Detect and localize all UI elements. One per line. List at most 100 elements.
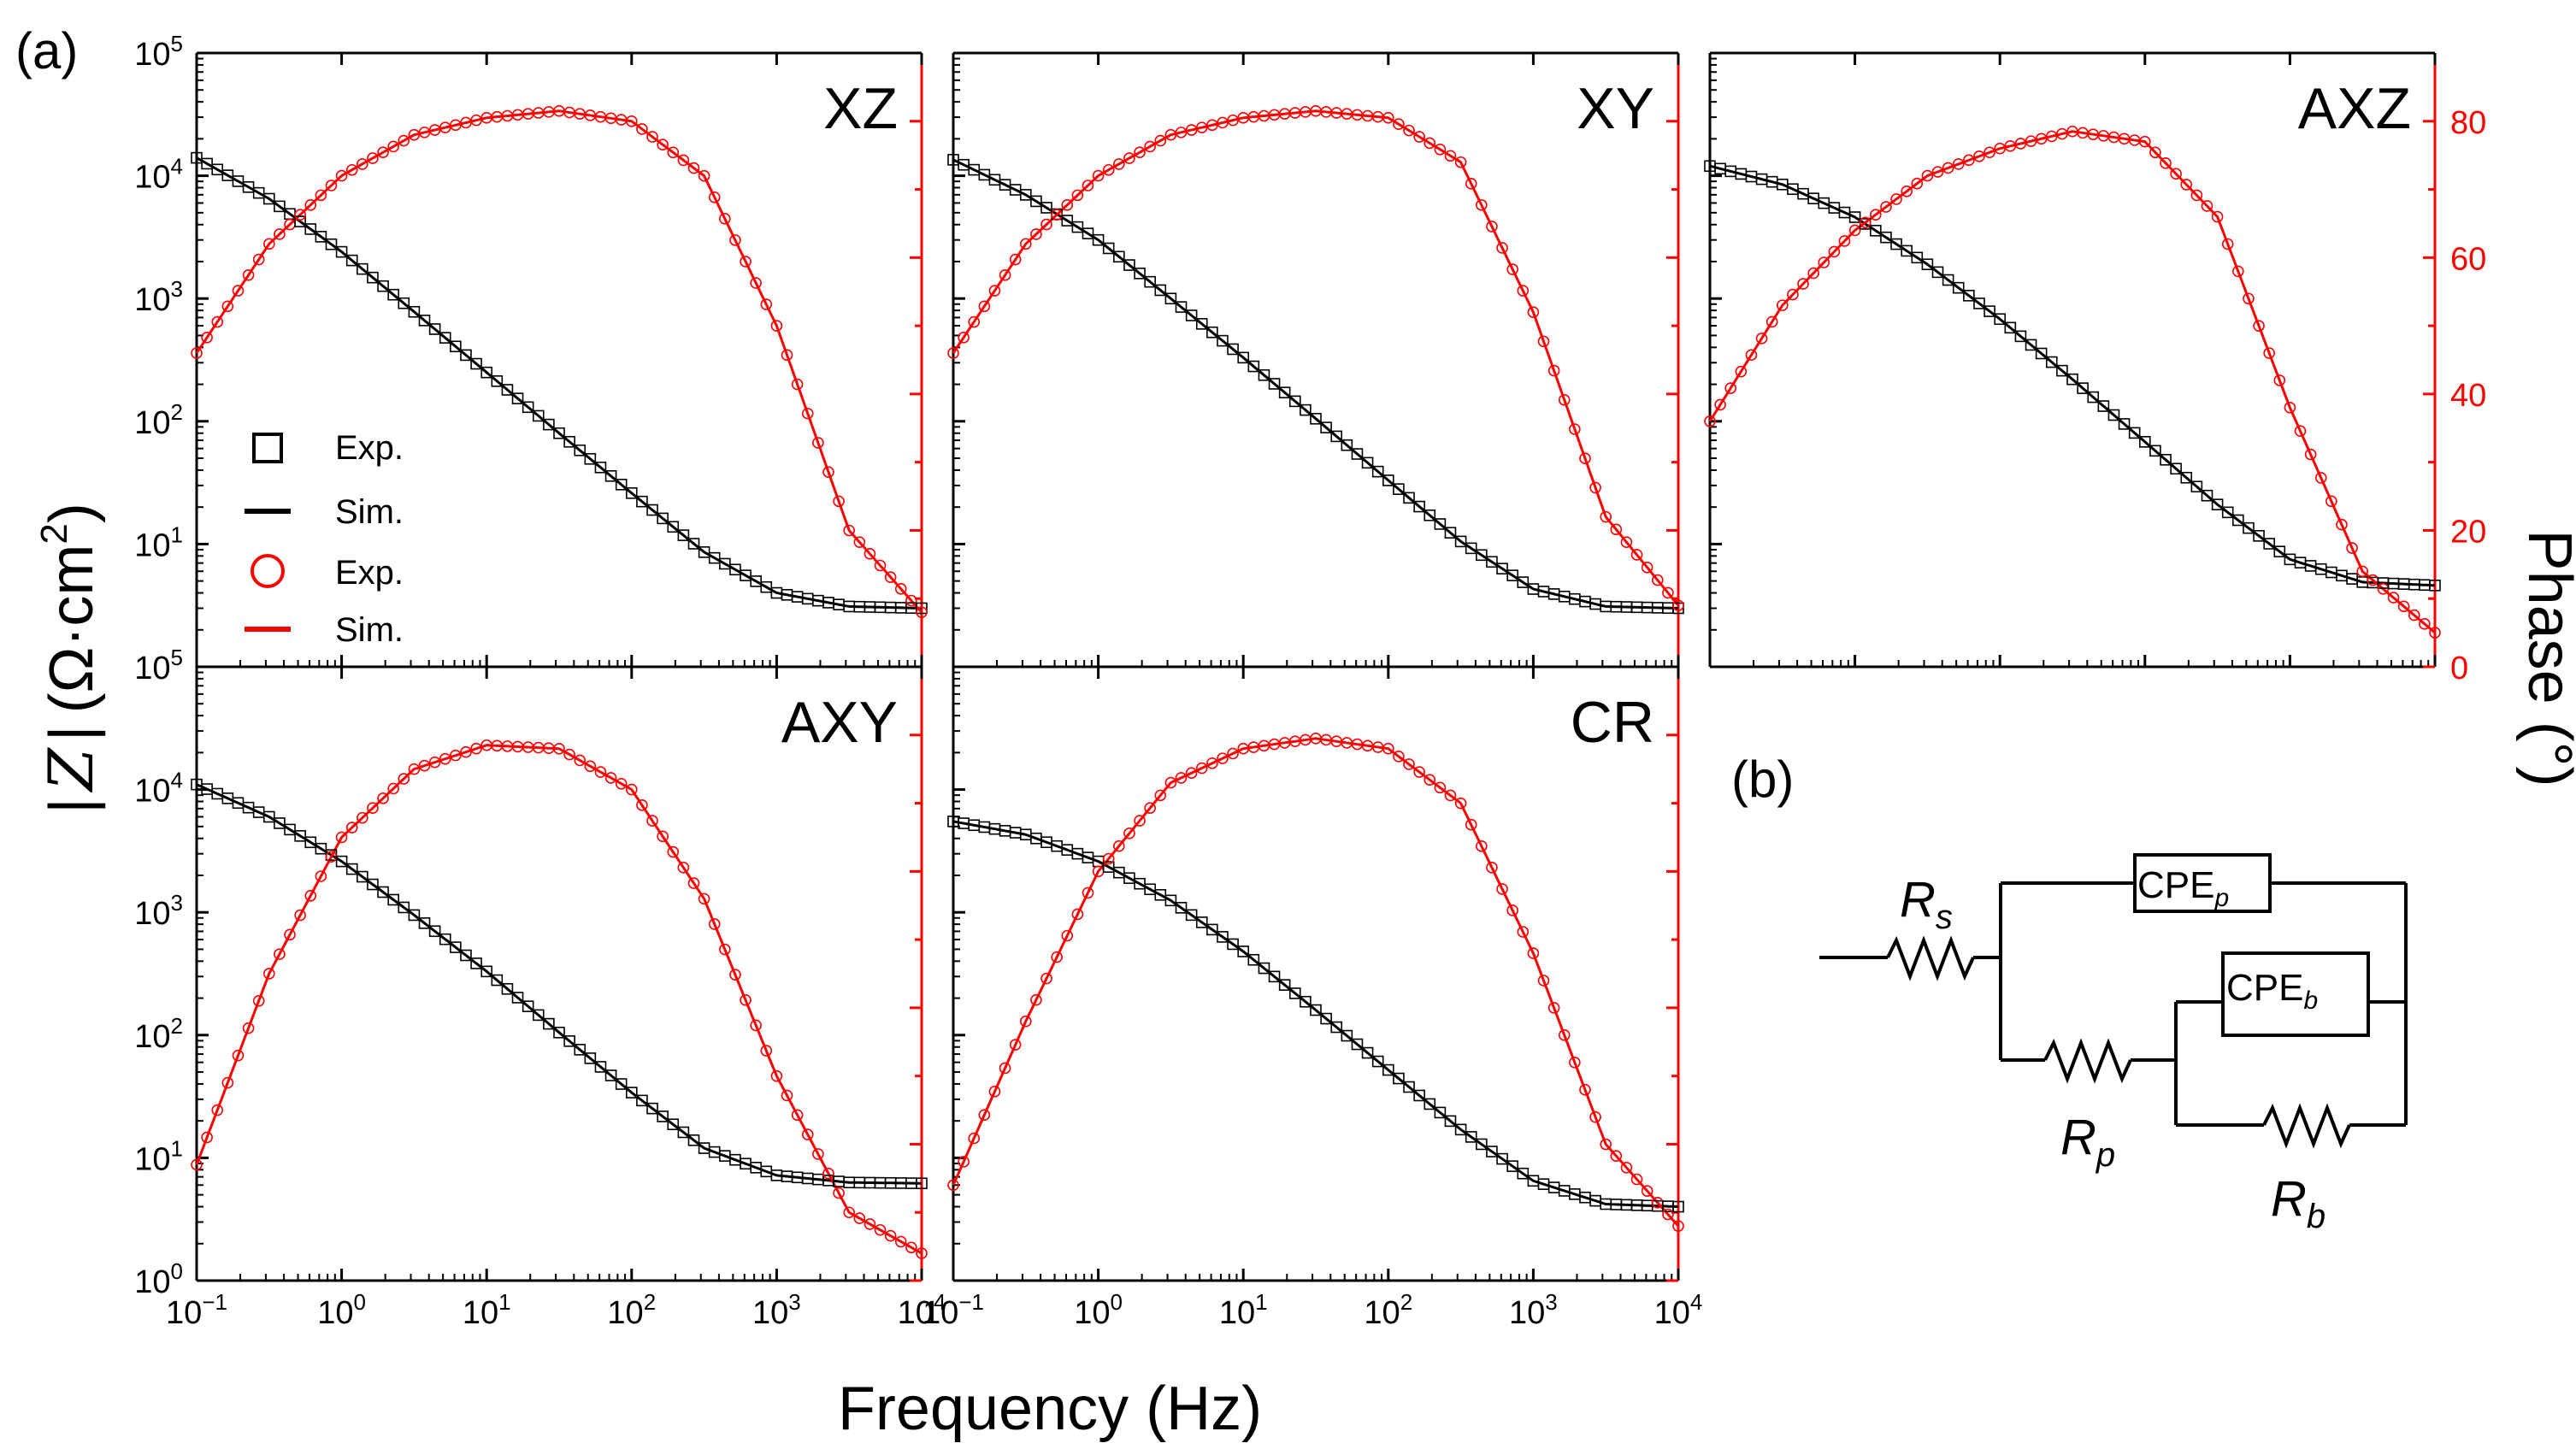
impedance-exp-point: [284, 823, 296, 836]
panel-title-xy: XY: [1577, 76, 1654, 141]
panel-title-axz: AXZ: [2298, 76, 2411, 141]
impedance-exp-point: [1320, 421, 1332, 433]
phase-exp-point: [988, 285, 1001, 297]
phase-exp-point: [1547, 364, 1560, 377]
impedance-exp-point: [2170, 462, 2182, 475]
impedance-exp-point: [191, 151, 203, 164]
impedance-exp-point: [2190, 480, 2203, 493]
impedance-exp-point: [242, 181, 255, 193]
impedance-exp-point: [1994, 313, 2006, 326]
impedance-exp-point: [1071, 221, 1084, 233]
impedance-exp-point: [594, 1061, 607, 1073]
impedance-exp-point: [1227, 938, 1239, 951]
impedance-exp-point: [1454, 535, 1467, 548]
phase-exp-point: [1848, 224, 1861, 237]
impedance-exp-point: [1434, 1106, 1447, 1119]
phase-exp-point: [574, 754, 587, 767]
impedance-exp-point: [584, 1052, 597, 1064]
impedance-exp-point: [1268, 970, 1281, 983]
x-tick-label: 102: [607, 1289, 656, 1331]
impedance-exp-point: [274, 200, 286, 213]
impedance-exp-point: [1082, 227, 1094, 239]
impedance-exp-point: [615, 1078, 628, 1090]
phase-exp-point: [1465, 818, 1477, 831]
chart-panel-xy: XY: [947, 51, 1684, 669]
impedance-exp-point: [1361, 1046, 1374, 1059]
impedance-sim-line: [196, 156, 923, 610]
phase-exp-point: [1931, 166, 1944, 178]
legend-label-exp-impedance: Exp.: [335, 429, 404, 467]
phase-exp-point: [646, 815, 658, 827]
phase-exp-point: [377, 146, 389, 159]
phase-exp-point: [262, 968, 275, 980]
y-left-axis-label: | Z | (Ω·cm2): [33, 503, 107, 814]
impedance-exp-point: [2180, 471, 2193, 484]
impedance-exp-point: [367, 271, 379, 284]
impedance-exp-point: [750, 575, 762, 587]
impedance-exp-point: [574, 1044, 587, 1056]
phase-exp-point: [905, 594, 917, 607]
phase-exp-point: [657, 830, 669, 843]
impedance-exp-point: [501, 982, 514, 995]
phase-exp-point: [2190, 189, 2203, 202]
phase-exp-point: [1071, 189, 1084, 202]
phase-exp-point: [252, 994, 265, 1007]
impedance-exp-point: [2232, 514, 2244, 527]
phase-exp-point: [698, 892, 710, 905]
impedance-exp-point: [262, 192, 275, 205]
impedance-exp-point: [636, 495, 648, 508]
phase-exp-point: [958, 331, 970, 344]
impedance-exp-point: [1247, 360, 1260, 373]
phase-exp-point: [864, 548, 876, 560]
impedance-exp-point: [2149, 445, 2161, 457]
impedance-exp-point: [1061, 215, 1074, 227]
phase-exp-point: [563, 748, 575, 761]
phase-exp-point: [367, 152, 379, 164]
phase-exp-point: [1102, 852, 1115, 865]
phase-exp-point: [1102, 163, 1115, 176]
legend-circle-marker: [251, 554, 285, 588]
y-left-tick-label: 102: [134, 399, 183, 441]
phase-exp-point: [1413, 766, 1425, 778]
phase-exp-point: [201, 331, 213, 344]
x-tick-label: 10−1: [923, 1289, 984, 1331]
phase-exp-point: [408, 763, 421, 775]
impedance-exp-point: [1963, 290, 1975, 302]
impedance-exp-point: [1320, 1012, 1332, 1025]
impedance-exp-point: [1164, 894, 1177, 907]
x-tick-label: 104: [898, 1289, 946, 1331]
impedance-exp-point: [1486, 1146, 1498, 1158]
phase-exp-point: [657, 138, 669, 150]
phase-exp-point: [1735, 365, 1748, 378]
impedance-exp-point: [677, 529, 690, 541]
impedance-exp-point: [2097, 400, 2110, 412]
phase-tick-label: 0: [2450, 651, 2468, 686]
impedance-exp-point: [522, 401, 534, 414]
phase-exp-point: [1890, 193, 1902, 205]
impedance-exp-point: [1134, 268, 1146, 280]
phase-exp-point: [221, 300, 234, 313]
legend: Exp. Sim. Exp. Sim.: [245, 429, 404, 649]
phase-exp-point: [750, 277, 762, 289]
impedance-exp-point: [1901, 244, 1913, 257]
phase-exp-point: [1134, 815, 1146, 827]
phase-exp-point: [874, 559, 887, 572]
phase-tick-label: 60: [2450, 241, 2486, 277]
impedance-exp-point: [1931, 266, 1944, 279]
impedance-exp-point: [418, 917, 431, 929]
phase-exp-point: [1434, 781, 1447, 794]
phase-exp-point: [1123, 828, 1135, 839]
impedance-exp-point: [532, 409, 545, 422]
impedance-exp-point: [563, 435, 575, 448]
impedance-exp-point: [335, 855, 348, 868]
impedance-exp-point: [2004, 321, 2017, 334]
phase-exp-point: [304, 889, 317, 902]
phase-exp-point: [884, 1229, 897, 1242]
phase-exp-point: [1082, 887, 1094, 899]
x-tick-label: 100: [317, 1289, 366, 1331]
phase-tick-label: 80: [2450, 105, 2486, 141]
chart-panel-axz: AXZ 0 20 40 60 80: [1704, 51, 2486, 686]
impedance-exp-point: [667, 521, 680, 533]
phase-exp-point: [191, 347, 203, 359]
impedance-exp-point: [1237, 945, 1249, 957]
